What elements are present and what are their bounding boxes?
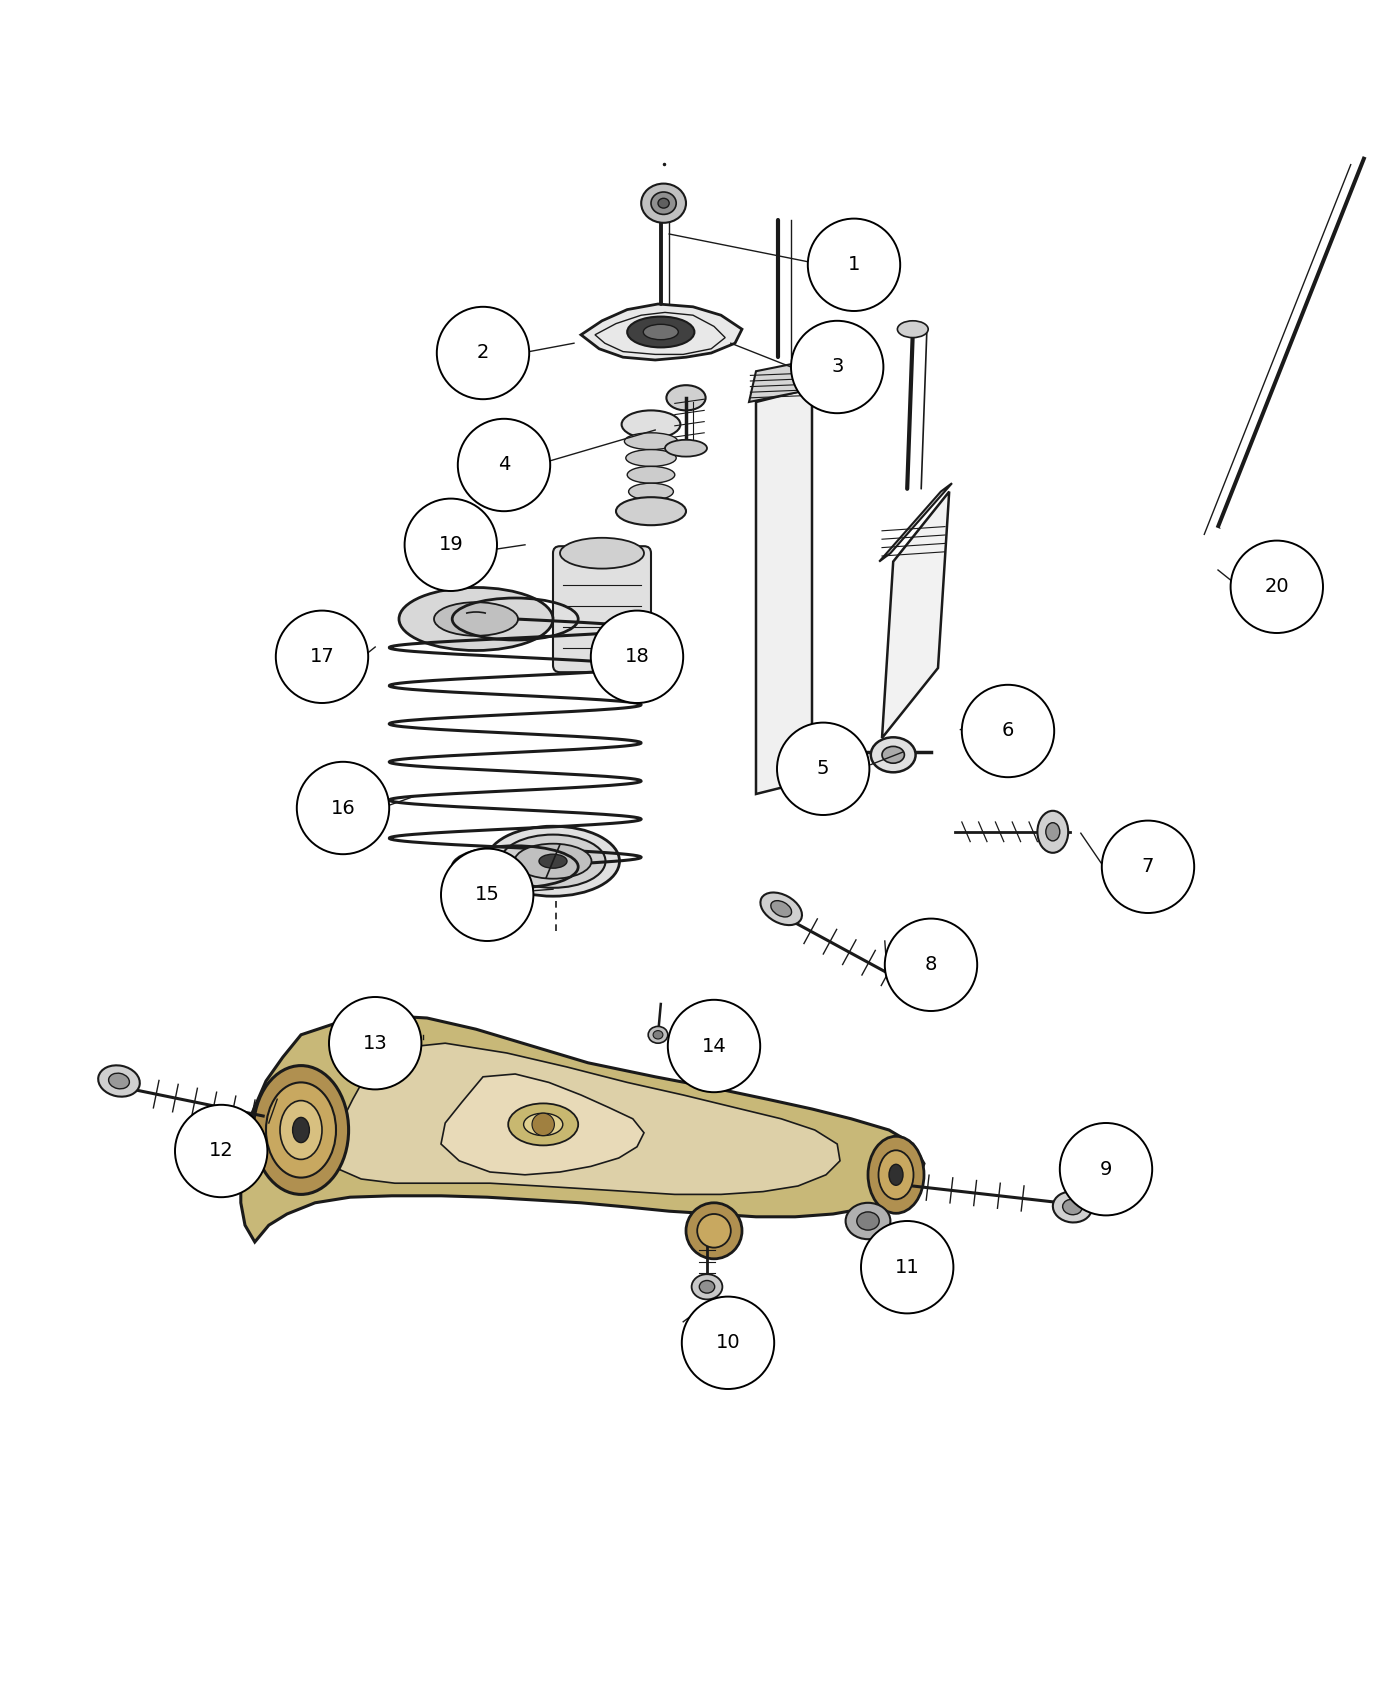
Polygon shape: [581, 304, 742, 360]
Ellipse shape: [889, 1164, 903, 1185]
Text: 10: 10: [715, 1333, 741, 1352]
Ellipse shape: [524, 1114, 563, 1136]
Ellipse shape: [666, 386, 706, 410]
Polygon shape: [333, 1044, 840, 1195]
Circle shape: [808, 219, 900, 311]
Ellipse shape: [630, 500, 672, 517]
Ellipse shape: [879, 1151, 913, 1198]
Ellipse shape: [697, 1214, 731, 1248]
Circle shape: [962, 685, 1054, 777]
Ellipse shape: [399, 588, 553, 651]
Text: 12: 12: [209, 1141, 234, 1161]
Text: 9: 9: [1100, 1159, 1112, 1178]
Ellipse shape: [648, 1027, 668, 1044]
Ellipse shape: [871, 738, 916, 772]
Ellipse shape: [868, 1136, 924, 1214]
Text: 1: 1: [848, 255, 860, 274]
Ellipse shape: [434, 602, 518, 636]
Ellipse shape: [622, 410, 680, 439]
Ellipse shape: [626, 449, 676, 466]
Circle shape: [297, 762, 389, 853]
Ellipse shape: [760, 892, 802, 925]
Circle shape: [668, 1000, 760, 1091]
Ellipse shape: [627, 466, 675, 483]
Ellipse shape: [882, 746, 904, 763]
Circle shape: [329, 996, 421, 1090]
Text: 15: 15: [475, 886, 500, 904]
Ellipse shape: [98, 1066, 140, 1097]
Ellipse shape: [857, 1212, 879, 1231]
Ellipse shape: [1063, 1198, 1082, 1216]
Ellipse shape: [699, 1280, 715, 1294]
Polygon shape: [441, 1074, 644, 1175]
Ellipse shape: [508, 1103, 578, 1146]
Text: 17: 17: [309, 648, 335, 666]
Ellipse shape: [560, 537, 644, 568]
Circle shape: [405, 498, 497, 592]
Circle shape: [1102, 821, 1194, 913]
Circle shape: [885, 918, 977, 1012]
FancyBboxPatch shape: [553, 546, 651, 672]
Polygon shape: [749, 357, 826, 401]
Text: 11: 11: [895, 1258, 920, 1277]
Polygon shape: [882, 491, 949, 738]
Circle shape: [441, 848, 533, 942]
Ellipse shape: [643, 325, 678, 340]
Ellipse shape: [515, 843, 591, 879]
Text: 3: 3: [832, 357, 843, 376]
Text: 20: 20: [1264, 578, 1289, 597]
Circle shape: [437, 306, 529, 400]
Ellipse shape: [487, 826, 619, 896]
Ellipse shape: [1046, 823, 1060, 842]
Polygon shape: [241, 1015, 924, 1243]
Text: 16: 16: [330, 799, 356, 818]
Ellipse shape: [658, 199, 669, 207]
Ellipse shape: [665, 440, 707, 457]
Polygon shape: [756, 388, 812, 794]
Circle shape: [1231, 541, 1323, 632]
Ellipse shape: [652, 1030, 664, 1039]
Ellipse shape: [627, 316, 694, 347]
Ellipse shape: [109, 1073, 129, 1088]
Circle shape: [1060, 1124, 1152, 1216]
Circle shape: [532, 1114, 554, 1136]
Ellipse shape: [280, 1100, 322, 1159]
Text: 5: 5: [818, 760, 829, 779]
Ellipse shape: [692, 1275, 722, 1299]
Polygon shape: [879, 483, 952, 561]
Text: 19: 19: [438, 536, 463, 554]
Text: 7: 7: [1142, 857, 1154, 876]
Text: 6: 6: [1002, 721, 1014, 741]
Circle shape: [791, 321, 883, 413]
Text: 8: 8: [925, 955, 937, 974]
Text: 18: 18: [624, 648, 650, 666]
Circle shape: [777, 722, 869, 814]
Ellipse shape: [1037, 811, 1068, 853]
Ellipse shape: [253, 1066, 349, 1195]
Ellipse shape: [686, 1204, 742, 1258]
Text: 14: 14: [701, 1037, 727, 1056]
Ellipse shape: [616, 496, 686, 525]
Text: 4: 4: [498, 456, 510, 474]
Circle shape: [458, 418, 550, 512]
Ellipse shape: [501, 835, 605, 887]
Ellipse shape: [293, 1117, 309, 1142]
Circle shape: [682, 1297, 774, 1389]
Ellipse shape: [771, 901, 791, 916]
Circle shape: [591, 610, 683, 704]
Ellipse shape: [624, 434, 678, 449]
Ellipse shape: [846, 1204, 890, 1239]
Ellipse shape: [539, 853, 567, 869]
Circle shape: [276, 610, 368, 704]
Ellipse shape: [651, 192, 676, 214]
Ellipse shape: [266, 1083, 336, 1178]
Ellipse shape: [641, 184, 686, 223]
Text: 13: 13: [363, 1034, 388, 1052]
Ellipse shape: [629, 483, 673, 500]
Text: 2: 2: [477, 343, 489, 362]
Circle shape: [175, 1105, 267, 1197]
Ellipse shape: [897, 321, 928, 338]
Circle shape: [861, 1221, 953, 1314]
Ellipse shape: [1053, 1192, 1092, 1222]
